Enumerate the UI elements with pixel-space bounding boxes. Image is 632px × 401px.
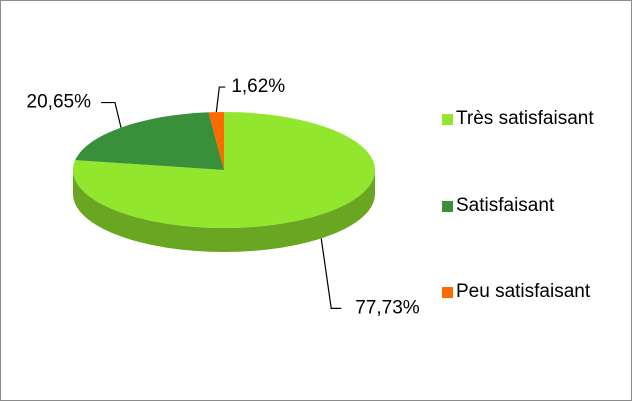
legend-item: Satisfaisant (440, 195, 596, 217)
legend-label: Très satisfaisant (456, 108, 594, 129)
pie-slice (208, 112, 224, 170)
leader-line (320, 238, 342, 309)
legend-swatch (442, 114, 453, 125)
legend-item: Très satisfaisant (440, 108, 596, 130)
data-label: 20,65% (27, 92, 92, 113)
legend-swatch (442, 287, 453, 298)
legend: Très satisfaisant Satisfaisant Peu satisfa… (440, 108, 620, 303)
leader-line (215, 86, 226, 113)
legend-label: Peu satisfaisant (456, 281, 591, 302)
pie-slice (73, 112, 376, 229)
legend-item: Peu satisfaisant (440, 281, 596, 303)
legend-label: Satisfaisant (456, 194, 555, 216)
legend-swatch (442, 200, 453, 212)
pie-side (73, 170, 375, 252)
data-label: 77,73% (355, 297, 420, 318)
data-label: 1,62% (231, 76, 285, 97)
leader-line (101, 101, 122, 128)
pie-slice (75, 112, 224, 170)
